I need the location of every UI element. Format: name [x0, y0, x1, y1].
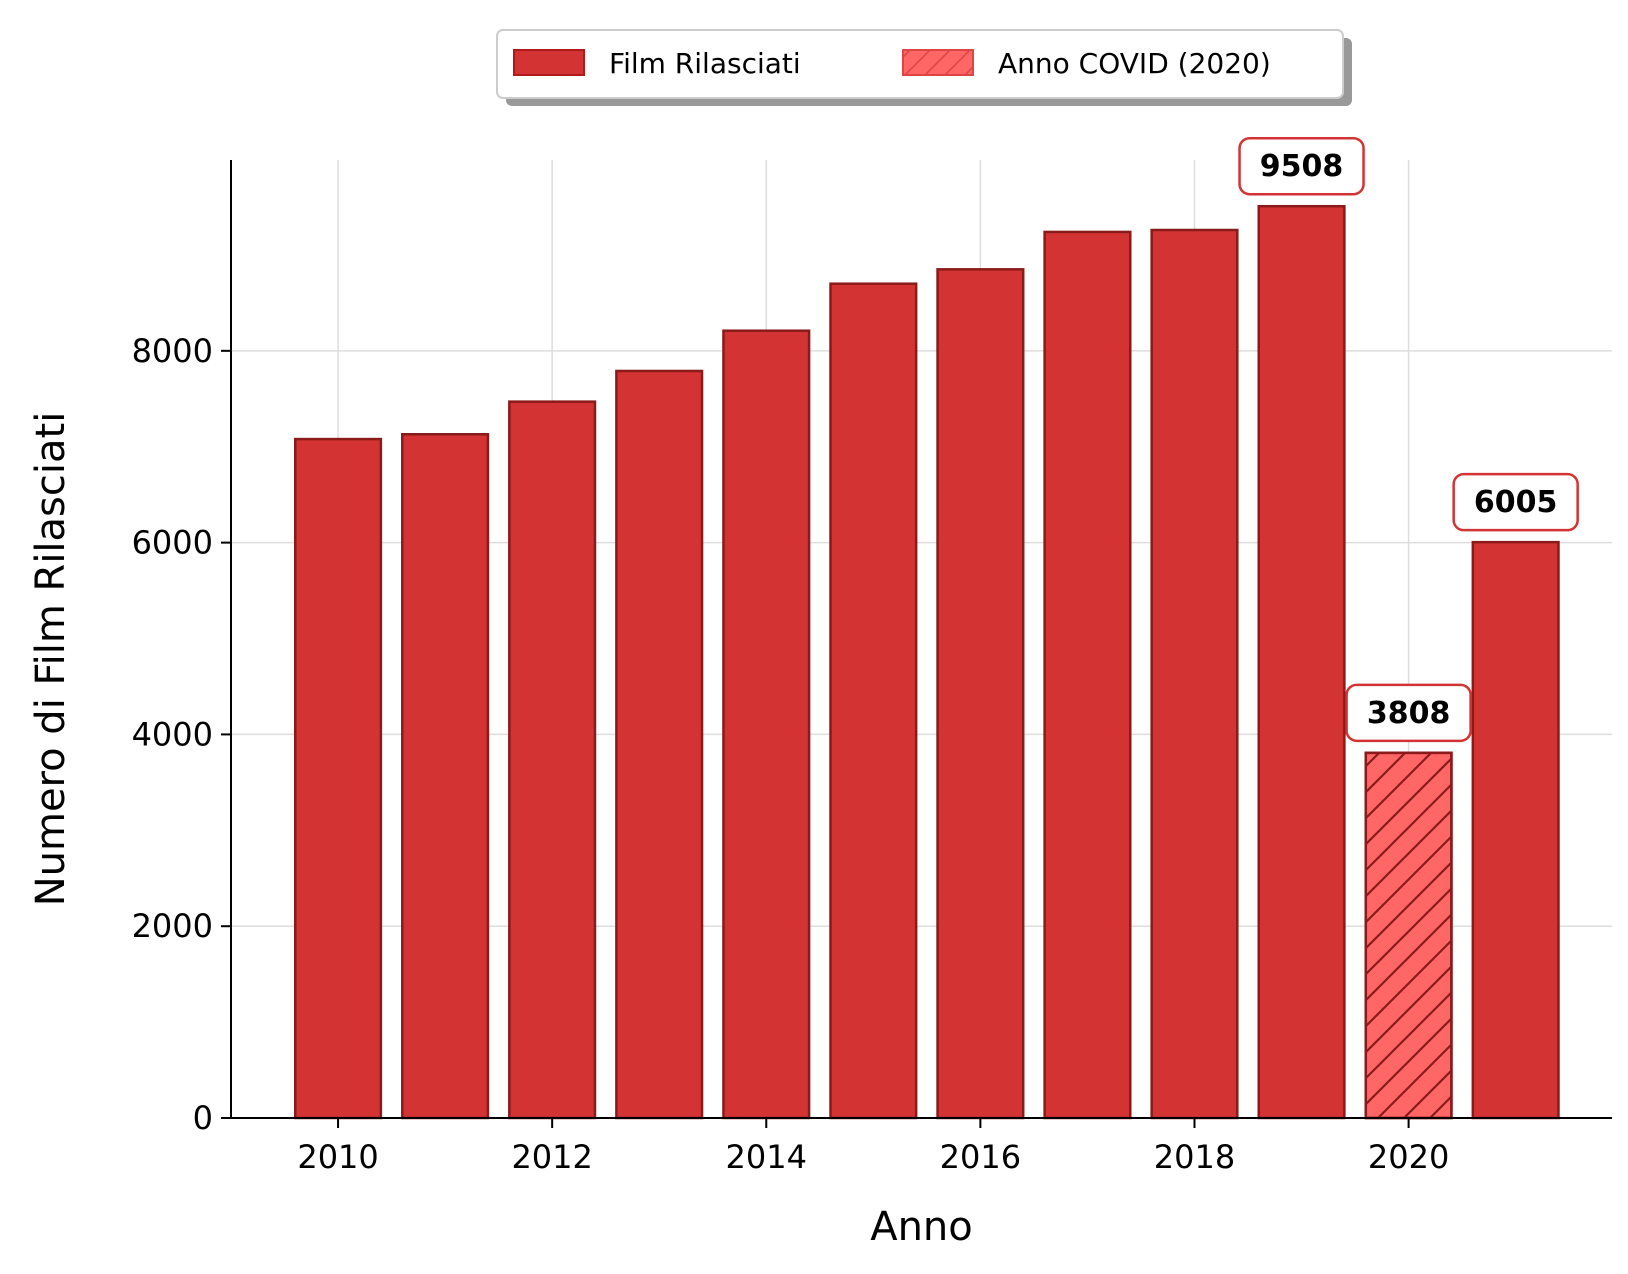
x-tick-label-2014: 2014 [726, 1138, 807, 1176]
bar-2013 [615, 369, 704, 1120]
bar-hatch-2020 [1364, 751, 1453, 1120]
x-tick-label-2010: 2010 [297, 1138, 378, 1176]
legend-label-film-rilasciati: Film Rilasciati [609, 47, 801, 80]
data-label-box-2021 [1452, 472, 1579, 532]
y-tick-label-6000: 6000 [132, 524, 213, 562]
y-tick-label-2000: 2000 [132, 907, 213, 945]
data-label-box-2020 [1345, 683, 1472, 743]
bar-2011 [401, 433, 490, 1120]
y-axis-label: Numero di Film Rilasciati [28, 412, 74, 907]
x-tick-label-2012: 2012 [511, 1138, 592, 1176]
data-label-2020: 3808 [1367, 696, 1451, 731]
bar-2015 [829, 282, 918, 1120]
legend-swatch-film-rilasciati [513, 49, 585, 76]
bar-2017 [1043, 230, 1132, 1120]
legend-swatch-covid-hatch [903, 50, 973, 75]
data-labels: 9508 3808 6005 [1238, 136, 1579, 743]
x-tick-label-2018: 2018 [1154, 1138, 1235, 1176]
y-tick-label-0: 0 [193, 1099, 213, 1137]
x-tick-label-2016: 2016 [940, 1138, 1021, 1176]
axes [230, 160, 1612, 1119]
bar-2016 [936, 268, 1025, 1120]
bars [293, 204, 1560, 1120]
bar-2019 [1257, 204, 1346, 1120]
x-axis-label: Anno [870, 1204, 973, 1250]
y-tick-label-8000: 8000 [132, 332, 213, 370]
x-tick-label-2020: 2020 [1368, 1138, 1449, 1176]
tick-labels: 2010 2012 2014 2016 2018 2020 0 2000 4000 6000 800… [132, 332, 1450, 1176]
bar-2018 [1150, 228, 1239, 1120]
bar-2012 [508, 400, 597, 1120]
y-tick-label-4000: 4000 [132, 715, 213, 753]
legend: Film Rilasciati Anno COVID (2020) [496, 29, 1352, 106]
bar-2021 [1471, 540, 1560, 1120]
data-label-2021: 6005 [1474, 485, 1558, 520]
data-label-2019: 9508 [1260, 149, 1344, 184]
bar-2010 [293, 437, 383, 1120]
legend-label-covid: Anno COVID (2020) [998, 47, 1271, 80]
data-label-box-2019 [1238, 136, 1365, 196]
bar-2014 [722, 329, 811, 1120]
